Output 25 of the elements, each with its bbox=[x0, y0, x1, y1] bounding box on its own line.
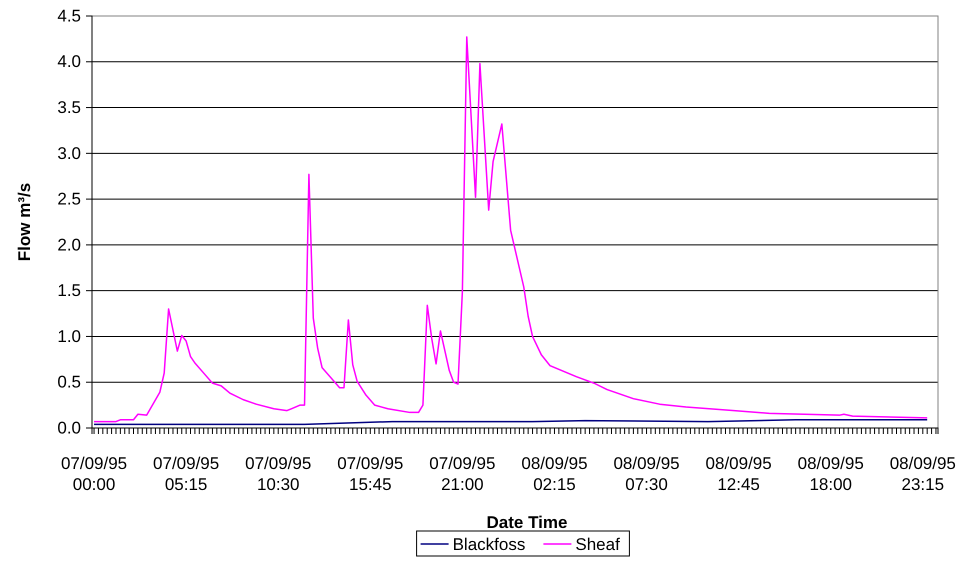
x-tick-label: 08/09/95 12:45 bbox=[706, 454, 772, 494]
x-tick-label: 08/09/95 07:30 bbox=[613, 454, 680, 494]
legend-label: Blackfoss bbox=[452, 535, 526, 554]
line-series bbox=[93, 36, 928, 422]
x-tick-label: 08/09/95 02:15 bbox=[521, 454, 588, 494]
x-axis-title: Date Time bbox=[486, 513, 568, 532]
y-tick-label: 4.0 bbox=[57, 52, 81, 72]
x-tick-label: 07/09/95 00:00 bbox=[60, 454, 128, 494]
y-tick-label: 1.0 bbox=[57, 326, 81, 346]
y-tick-label: 3.0 bbox=[57, 144, 81, 163]
y-axis-title: Flow m³/s bbox=[15, 182, 34, 262]
x-tick-label: 07/09/95 15:45 bbox=[337, 454, 404, 494]
x-tick-label: 08/09/95 23:15 bbox=[890, 454, 956, 494]
legend-label: Sheaf bbox=[575, 535, 620, 554]
y-tick-label: 3.5 bbox=[57, 98, 81, 117]
y-tick-label: 0.0 bbox=[57, 418, 81, 438]
x-tick-label: 07/09/95 05:15 bbox=[153, 454, 220, 494]
y-tick-label: 1.5 bbox=[57, 281, 81, 300]
x-tick-label: 07/09/95 10:30 bbox=[245, 454, 312, 494]
y-tick-label: 0.5 bbox=[57, 372, 81, 392]
x-tick-label: 08/09/95 18:00 bbox=[798, 454, 864, 494]
x-tick-label: 07/09/95 21:00 bbox=[429, 454, 496, 494]
y-tick-label: 2.5 bbox=[57, 190, 81, 209]
y-tick-label: 2.0 bbox=[57, 235, 81, 254]
y-tick-label: 4.5 bbox=[57, 6, 81, 26]
